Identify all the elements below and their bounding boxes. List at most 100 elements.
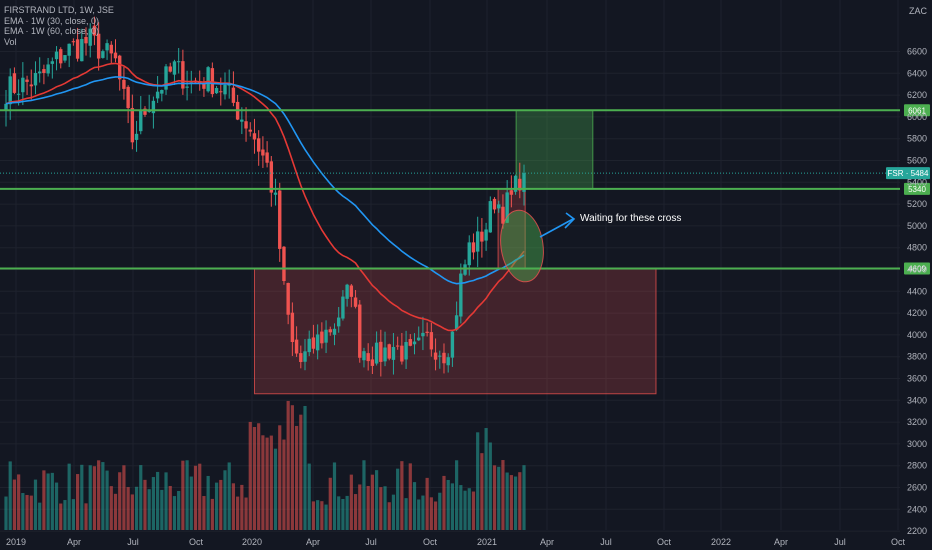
- volume-bar: [42, 470, 46, 530]
- x-tick-label: Jul: [365, 537, 377, 547]
- current-price-tag[interactable]: [886, 167, 930, 180]
- ema-60-line: [5, 76, 525, 285]
- candle-body: [118, 55, 122, 80]
- candle-body: [134, 133, 139, 140]
- volume-bar: [118, 472, 122, 530]
- candle-body: [421, 332, 425, 337]
- legend-ema-30[interactable]: EMA · 1W (30, close, 0): [4, 15, 100, 26]
- volume-bar: [438, 492, 442, 530]
- candle-body: [155, 91, 160, 99]
- volume-bar: [324, 504, 328, 530]
- candle-body: [459, 273, 463, 317]
- candle-body: [252, 133, 257, 140]
- candle-body: [92, 25, 97, 36]
- candle-body: [202, 83, 206, 89]
- y-tick-label: 4800: [907, 243, 927, 253]
- volume-bar: [484, 428, 488, 530]
- volume-bar: [501, 460, 505, 530]
- candle-body: [176, 61, 181, 63]
- y-tick-label: 2600: [907, 483, 927, 493]
- volume-bar: [273, 448, 278, 530]
- y-tick-label: 6000: [907, 112, 927, 122]
- volume-bar: [105, 470, 109, 530]
- volume-bar: [282, 439, 286, 530]
- volume-bar: [210, 498, 214, 530]
- candle-body: [151, 100, 156, 114]
- volume-bar: [358, 484, 362, 530]
- candle-body: [273, 192, 278, 195]
- volume-bar: [442, 475, 446, 530]
- volume-bar: [71, 499, 75, 530]
- candle-body: [105, 43, 109, 51]
- volume-bar: [379, 487, 383, 530]
- volume-bar: [476, 432, 480, 530]
- zone-target: [515, 109, 594, 190]
- x-axis[interactable]: 2019 Apr Jul Oct 2020 Apr Jul Oct 2021 Apr Jul Oct 2…: [6, 537, 906, 547]
- y-tick-label: 6400: [907, 68, 927, 78]
- volume-bar: [509, 475, 513, 530]
- y-tick-label: 3000: [907, 439, 927, 449]
- volume-bar: [332, 462, 337, 530]
- candle-body: [446, 357, 450, 366]
- volume-bar: [320, 501, 324, 530]
- x-tick-label: 2020: [242, 537, 262, 547]
- horizontal-levels[interactable]: 6061 5340 4609 FSR · 5484: [0, 104, 930, 275]
- ema-30-line: [5, 62, 525, 332]
- candle-body: [206, 67, 210, 92]
- candle-body: [488, 201, 493, 233]
- candle-body: [223, 84, 227, 95]
- volume-bar: [168, 485, 172, 530]
- volume-bar: [38, 502, 42, 530]
- legend-ema-60[interactable]: EMA · 1W (60, close, 0): [4, 26, 100, 36]
- volume-bar: [240, 484, 244, 530]
- candle-body: [336, 317, 341, 327]
- candle-body: [96, 33, 101, 59]
- y-tick-label: 3400: [907, 395, 927, 405]
- candle-body: [311, 337, 316, 349]
- volume-bar: [80, 464, 84, 530]
- x-tick-label: Oct: [891, 537, 906, 547]
- volume-bar: [227, 462, 231, 530]
- candle-body: [143, 108, 147, 115]
- annotation-group: Waiting for these cross: [500, 209, 681, 283]
- candle-body: [46, 64, 50, 74]
- volume-bar: [252, 426, 257, 530]
- volume-bar: [425, 477, 429, 530]
- candle-body: [50, 61, 55, 64]
- y-axis[interactable]: ZAC 2200 2400 2600 2800 3000 3200 3400 3600 3800 4…: [907, 6, 928, 536]
- currency-label: ZAC: [909, 6, 928, 16]
- candle-body: [8, 76, 12, 105]
- x-tick-label: Oct: [423, 537, 438, 547]
- volume-bar: [488, 442, 492, 530]
- volume-bar: [518, 472, 522, 530]
- ema-lines: [5, 62, 525, 332]
- legend-volume[interactable]: Vol: [4, 36, 17, 47]
- volume-bar: [50, 472, 54, 530]
- candle-body: [261, 149, 265, 156]
- candle-body: [497, 204, 501, 209]
- volume-bar: [303, 405, 307, 530]
- volume-bar: [391, 494, 396, 530]
- volume-bar: [278, 425, 282, 530]
- y-tick-label: 4000: [907, 330, 927, 340]
- volume-bar: [139, 465, 143, 530]
- candle-body: [509, 190, 514, 195]
- volume-bar: [467, 488, 471, 530]
- candle-body: [269, 161, 274, 193]
- candle-body: [408, 339, 412, 346]
- volume-bar: [497, 466, 501, 530]
- x-tick-label: 2019: [6, 537, 26, 547]
- volume-bar: [311, 501, 316, 530]
- legend-title[interactable]: FIRSTRAND LTD, 1W, JSE: [4, 5, 114, 15]
- y-tick-label: 4600: [907, 265, 927, 275]
- volume-bar: [412, 482, 417, 530]
- candle-body: [164, 66, 168, 90]
- candle-body: [433, 352, 438, 360]
- volume-bar: [206, 475, 210, 530]
- candle-body: [471, 242, 476, 253]
- candle-body: [513, 175, 518, 192]
- candle-body: [341, 296, 345, 319]
- level-tag-label: 6061: [908, 106, 926, 115]
- candle-body: [248, 129, 252, 132]
